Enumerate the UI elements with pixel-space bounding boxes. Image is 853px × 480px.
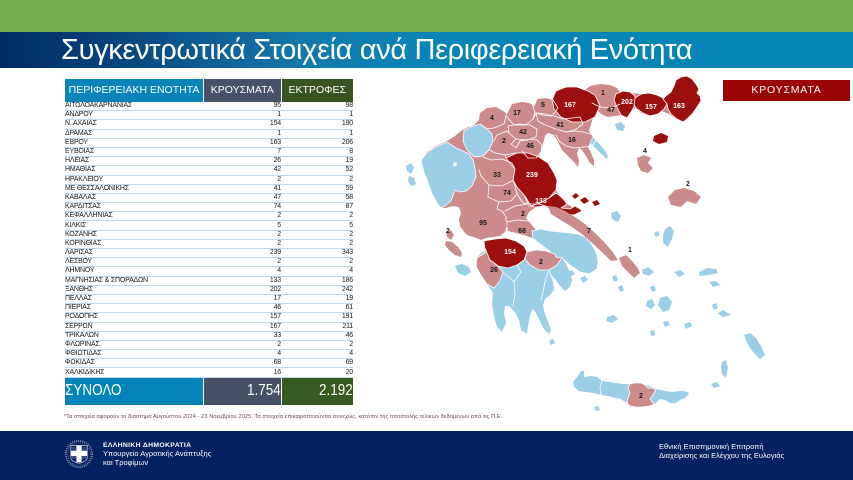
svg-text:154: 154 xyxy=(504,249,516,256)
svg-text:1: 1 xyxy=(601,90,605,97)
svg-text:26: 26 xyxy=(490,267,498,274)
svg-text:2: 2 xyxy=(521,211,525,218)
svg-text:33: 33 xyxy=(493,172,501,179)
svg-text:42: 42 xyxy=(519,129,527,136)
svg-text:68: 68 xyxy=(518,228,526,235)
svg-text:16: 16 xyxy=(568,137,576,144)
svg-text:41: 41 xyxy=(556,122,564,129)
svg-text:157: 157 xyxy=(645,104,657,111)
svg-text:163: 163 xyxy=(673,103,685,110)
svg-text:4: 4 xyxy=(643,148,647,155)
svg-text:47: 47 xyxy=(607,107,615,114)
svg-text:17: 17 xyxy=(513,110,521,117)
svg-text:7: 7 xyxy=(587,228,591,235)
svg-text:2: 2 xyxy=(539,259,543,266)
svg-text:46: 46 xyxy=(526,143,534,150)
svg-text:5: 5 xyxy=(541,102,545,109)
svg-text:74: 74 xyxy=(503,190,511,197)
svg-text:4: 4 xyxy=(490,115,494,122)
svg-text:2: 2 xyxy=(446,228,450,235)
svg-text:2: 2 xyxy=(686,181,690,188)
svg-text:202: 202 xyxy=(621,99,633,106)
svg-text:95: 95 xyxy=(479,220,487,227)
svg-text:2: 2 xyxy=(639,393,643,400)
svg-text:133: 133 xyxy=(535,198,547,205)
svg-text:167: 167 xyxy=(564,102,576,109)
svg-text:2: 2 xyxy=(502,138,506,145)
svg-text:1: 1 xyxy=(628,247,632,254)
svg-text:239: 239 xyxy=(526,172,538,179)
